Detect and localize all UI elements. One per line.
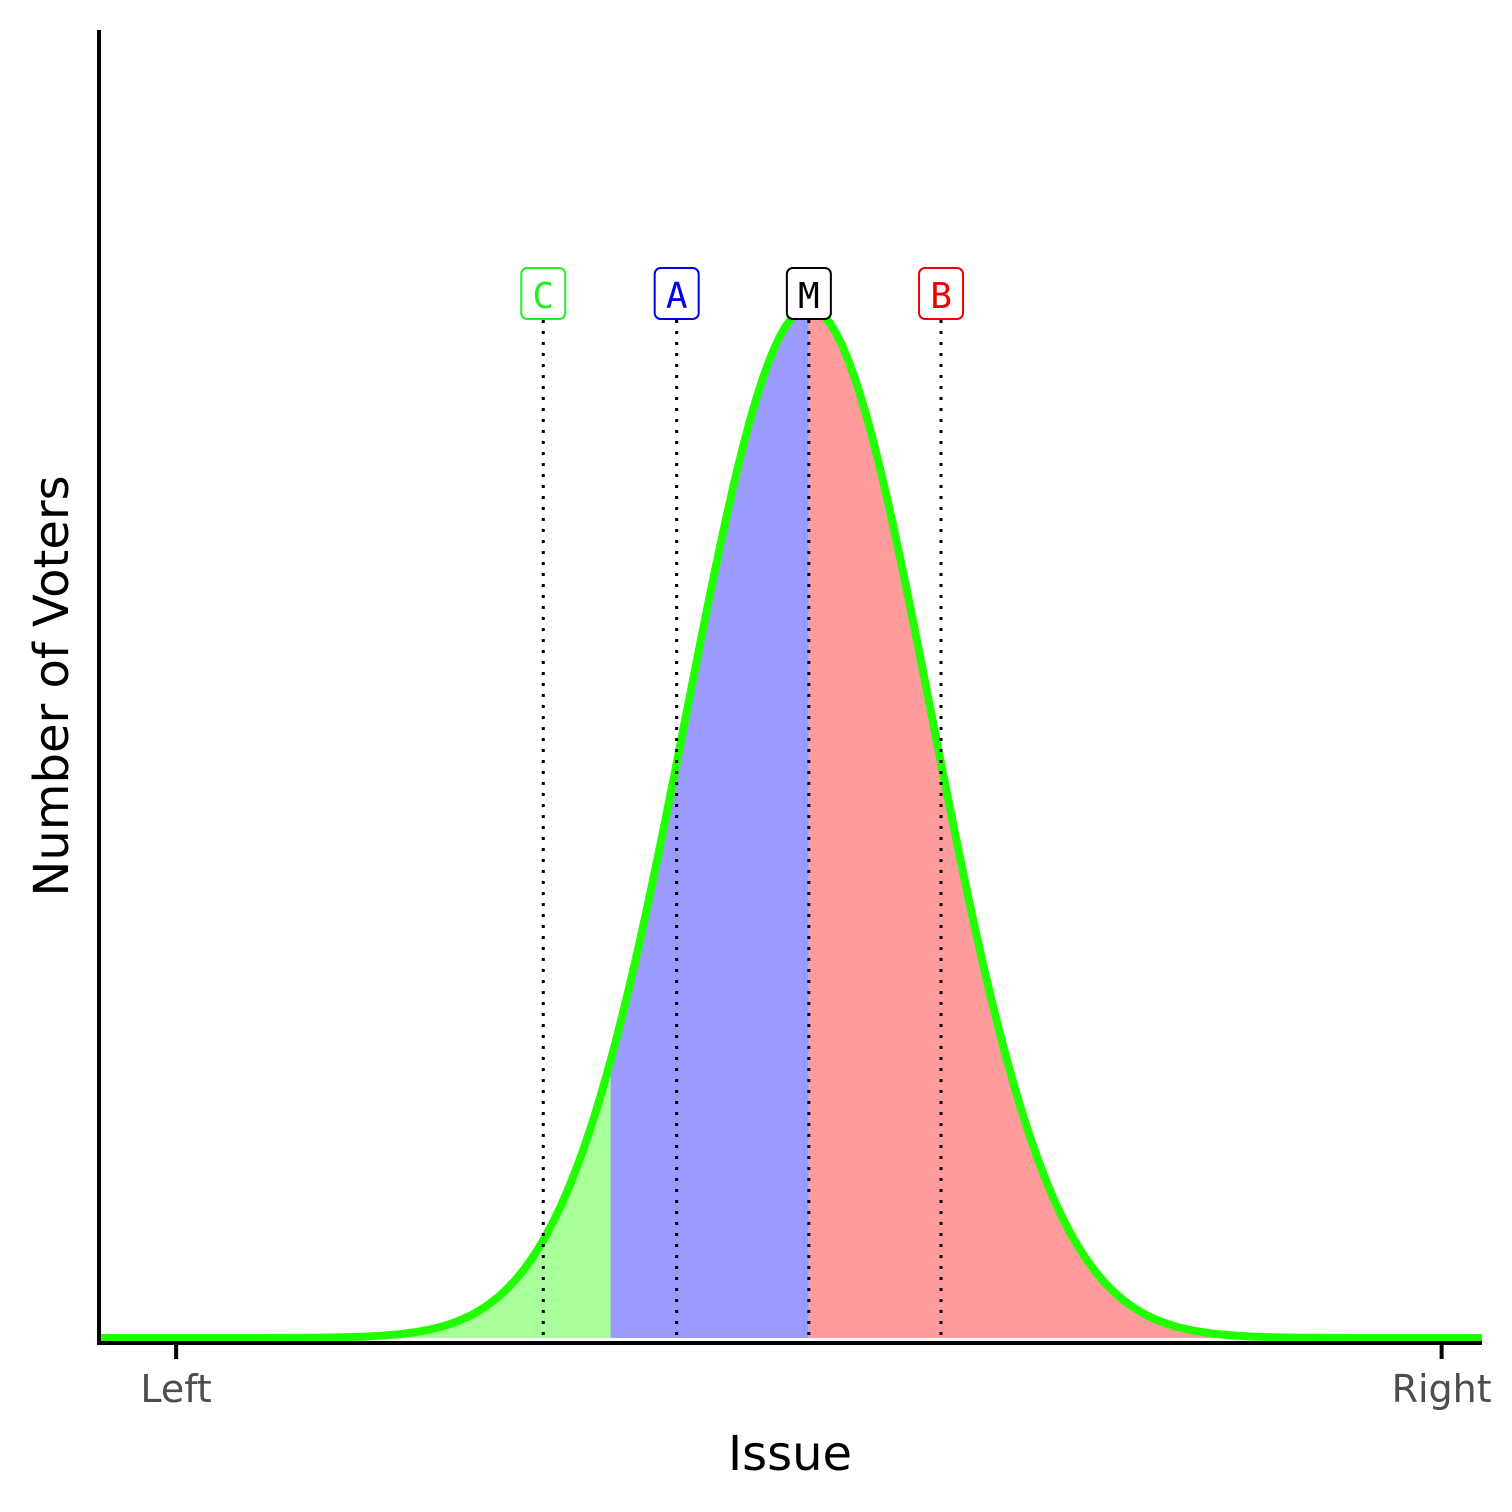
region-b [808, 308, 1482, 1338]
x-axis-title: Issue [728, 1426, 852, 1482]
y-axis-title: Number of Voters [24, 475, 80, 896]
marker-m: M [785, 267, 832, 320]
x-ticks: Left Right [140, 1345, 1492, 1411]
region-a [610, 308, 809, 1338]
x-tick-label-0: Left [140, 1367, 212, 1411]
position-lines [541, 320, 943, 1336]
region-c [99, 1060, 611, 1338]
marker-label-c: C [532, 276, 554, 317]
marker-label-m: M [798, 276, 820, 317]
marker-label-a: A [666, 276, 688, 317]
marker-c: C [520, 267, 567, 320]
marker-b: B [918, 267, 965, 320]
vote-share-regions [99, 308, 1482, 1338]
x-tick-label-1: Right [1392, 1367, 1492, 1411]
marker-a: A [653, 267, 700, 320]
marker-label-b: B [930, 276, 952, 317]
